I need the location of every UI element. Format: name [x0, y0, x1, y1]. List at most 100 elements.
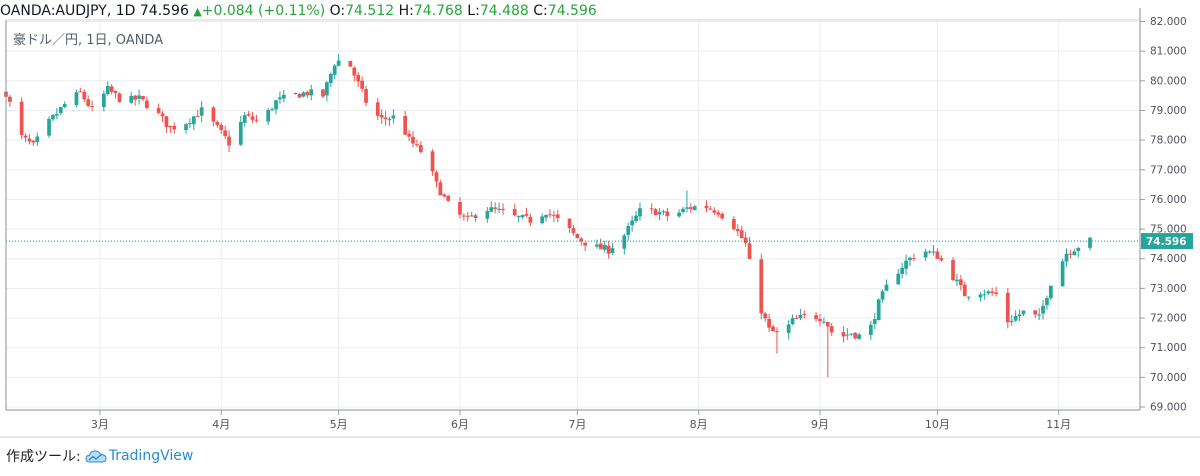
candle-body [825, 322, 830, 327]
candle-body [356, 74, 361, 82]
close-value: 74.596 [547, 3, 597, 19]
candle-body [250, 116, 255, 120]
x-tick-label: 11月 [1046, 418, 1071, 431]
candle-body [133, 95, 137, 100]
candle-body [775, 331, 779, 333]
candle-body [677, 212, 681, 217]
candle-body [227, 136, 231, 146]
candle-body [469, 215, 474, 217]
symbol-label[interactable]: OANDA:AUDJPY, 1D [0, 3, 136, 19]
candle-body [188, 123, 192, 125]
candle-body [857, 334, 861, 339]
candle-body [411, 136, 415, 144]
candle-body [880, 291, 885, 300]
candle-body [904, 260, 908, 269]
candle-body [387, 119, 392, 121]
candle-body [407, 133, 411, 137]
candle-body [19, 101, 24, 136]
candle-body [438, 182, 443, 196]
candle-body [418, 145, 423, 153]
candle-body [266, 109, 271, 122]
candle-body [1068, 253, 1073, 255]
y-tick-label: 69.000 [1150, 402, 1187, 414]
candle-body [278, 97, 282, 100]
candle-body [951, 260, 955, 281]
candle-body [790, 318, 795, 325]
x-tick-label: 3月 [91, 418, 109, 431]
candle-body [23, 135, 28, 138]
candle-body [900, 267, 905, 275]
change-value: +0.084 (+0.11%) [201, 3, 326, 19]
candle-body [763, 313, 768, 319]
candle-body [1076, 247, 1081, 252]
candle-body [982, 294, 987, 296]
candle-body [219, 124, 224, 130]
last-price-badge [1141, 233, 1193, 250]
candle-body [794, 317, 799, 319]
candle-body [567, 218, 572, 229]
candle-body [1072, 251, 1077, 256]
candle-body [548, 214, 552, 216]
candle-body [818, 318, 822, 322]
candle-body [912, 258, 916, 260]
candle-body [184, 124, 188, 131]
candle-body [986, 291, 991, 294]
candle-body [638, 208, 642, 217]
y-tick-label: 79.000 [1150, 105, 1187, 117]
candle-body [896, 273, 901, 285]
candle-body [465, 215, 470, 217]
candle-body [516, 216, 521, 218]
candle-body [841, 332, 846, 337]
candle-body [58, 107, 63, 114]
candle-body [305, 92, 310, 96]
candle-body [297, 93, 302, 98]
y-tick-label: 74.000 [1150, 253, 1187, 265]
candle-body [379, 114, 384, 118]
candle-body [223, 130, 228, 137]
candle-body [602, 245, 607, 250]
candle-body [528, 216, 533, 223]
candle-body [626, 226, 631, 235]
candle-body [959, 279, 963, 286]
candle-body [47, 118, 51, 136]
candle-body [688, 207, 693, 210]
y-tick-label: 75.000 [1150, 224, 1187, 236]
candle-body [242, 115, 247, 123]
candle-body [771, 326, 775, 332]
candle-body [442, 194, 447, 197]
candle-body [1033, 310, 1038, 315]
y-tick-label: 72.000 [1150, 313, 1187, 325]
made-with-label: 作成ツール: [6, 449, 81, 465]
candle-body [1017, 314, 1022, 317]
candle-body [649, 208, 654, 210]
candle-body [978, 294, 983, 298]
x-tick-label: 6月 [451, 418, 469, 431]
candle-body [634, 215, 638, 222]
candle-body [512, 209, 517, 216]
candle-body [540, 216, 544, 224]
candle-body [1060, 261, 1065, 287]
candle-body [908, 257, 912, 261]
candle-body [868, 324, 873, 335]
candle-body [215, 121, 220, 126]
candle-body [270, 109, 274, 111]
price-scale[interactable]: 69.000 70.000 71.000 72.000 73.000 74.000 75.0… [1150, 16, 1187, 414]
up-arrow-icon: ▲ [193, 5, 202, 18]
candle-body [661, 211, 666, 213]
candle-body [595, 244, 599, 247]
candle-body [579, 238, 584, 242]
footer: 作成ツール: TradingView [6, 446, 193, 466]
candle-body [610, 248, 615, 253]
candle-body [653, 209, 658, 216]
candle-body [743, 237, 748, 243]
tradingview-brand-link[interactable]: TradingView [108, 448, 194, 464]
time-scale[interactable]: 3月 4月 5月 6月 7月 8月 9月 10月 11月 [91, 418, 1071, 431]
candle-body [739, 230, 744, 239]
candle-body [145, 100, 149, 109]
x-tick-label: 8月 [690, 418, 708, 431]
candle-body [403, 116, 408, 135]
y-tick-label: 78.000 [1150, 135, 1187, 147]
candle-body [923, 251, 928, 258]
